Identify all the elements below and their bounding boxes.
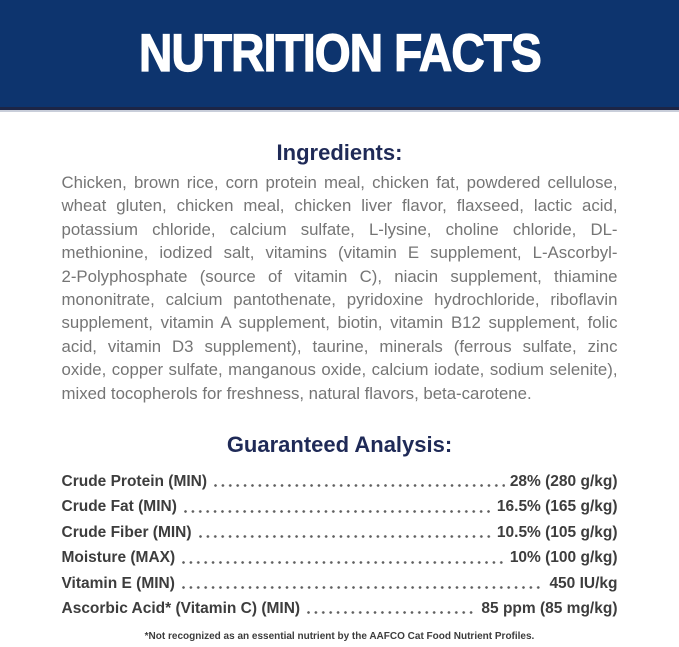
analysis-label: Crude Fiber (MIN) <box>61 523 192 541</box>
page-title: NUTRITION FACTS <box>138 23 542 83</box>
analysis-label: Vitamin E (MIN) <box>61 574 175 592</box>
ingredients-line: acid, vitamin D3 supplement), taurine, m… <box>61 336 618 356</box>
analysis-label: Moisture (MAX) <box>61 549 176 567</box>
analysis-row: Crude Fat (MIN) 16.5% (165 g/kg) <box>62 494 618 519</box>
analysis-label: Crude Protein (MIN) <box>61 473 208 491</box>
ingredients-paragraph: Chicken, brown rice, corn protein meal, … <box>62 171 618 405</box>
analysis-label: Ascorbic Acid* (Vitamin C) (MIN) <box>61 600 301 618</box>
guaranteed-analysis-table: Crude Protein (MIN) 28% (280 g/kg) Crude… <box>62 469 618 621</box>
dot-leader <box>182 560 505 564</box>
analysis-value: 85 ppm (85 mg/kg) <box>481 600 618 618</box>
title-banner: NUTRITION FACTS <box>0 0 679 110</box>
ingredients-line: wheat gluten, chicken meal, chicken live… <box>61 196 618 216</box>
ingredients-line: methionine, iodized salt, vitamins (vita… <box>61 243 618 263</box>
analysis-row: Ascorbic Acid* (Vitamin C) (MIN) 85 ppm … <box>62 596 618 621</box>
analysis-value: 10% (100 g/kg) <box>509 549 618 567</box>
dot-leader <box>198 535 492 539</box>
analysis-value: 450 IU/kg <box>549 574 618 592</box>
ingredients-line: mixed tocopherols for freshness, natural… <box>61 383 532 403</box>
guaranteed-analysis-heading: Guaranteed Analysis: <box>226 432 453 458</box>
dot-leader <box>307 611 477 615</box>
ingredients-line: 2-Polyphosphate (source of vitamin C), n… <box>61 266 618 286</box>
analysis-row: Crude Fiber (MIN) 10.5% (105 g/kg) <box>62 520 618 545</box>
analysis-value: 16.5% (165 g/kg) <box>496 498 618 516</box>
analysis-row: Moisture (MAX) 10% (100 g/kg) <box>62 545 618 570</box>
ingredients-line: oxide, copper sulfate, manganous oxide, … <box>61 360 618 380</box>
ingredients-line: supplement, vitamin A supplement, biotin… <box>61 313 618 333</box>
dot-leader <box>214 484 505 488</box>
analysis-row: Vitamin E (MIN) 450 IU/kg <box>62 571 618 596</box>
ingredients-line: potassium chloride, calcium sulfate, L-l… <box>61 219 618 239</box>
ingredients-line: Chicken, brown rice, corn protein meal, … <box>61 173 618 192</box>
aafco-footnote: *Not recognized as an essential nutrient… <box>144 631 535 643</box>
analysis-row: Crude Protein (MIN) 28% (280 g/kg) <box>62 469 618 494</box>
analysis-label: Crude Fat (MIN) <box>61 498 177 516</box>
ingredients-line: mononitrate, calcium pantothenate, pyrid… <box>61 290 618 310</box>
analysis-value: 10.5% (105 g/kg) <box>496 523 618 541</box>
dot-leader <box>183 509 492 513</box>
ingredients-heading: Ingredients: <box>276 140 403 165</box>
dot-leader <box>181 586 545 590</box>
analysis-value: 28% (280 g/kg) <box>509 473 618 491</box>
